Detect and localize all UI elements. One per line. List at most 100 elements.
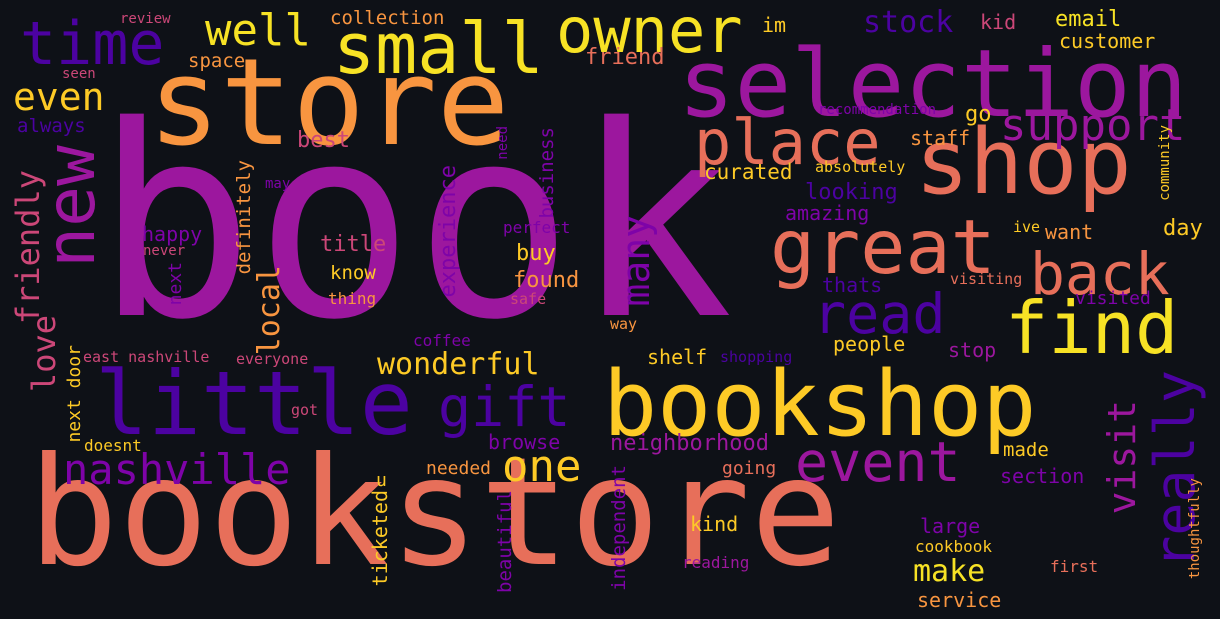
word-way: way bbox=[610, 315, 638, 333]
word-business: business bbox=[536, 127, 558, 219]
word-cookbook: cookbook bbox=[915, 537, 993, 556]
word-needed: needed bbox=[426, 458, 492, 479]
word-gift: gift bbox=[438, 375, 571, 439]
word-neighborhood: neighborhood bbox=[610, 431, 769, 456]
word-space: space bbox=[188, 50, 246, 72]
word-one: one bbox=[502, 441, 582, 492]
word-read: read bbox=[813, 282, 946, 346]
word-nashville: nashville bbox=[63, 445, 291, 494]
word-visit: visit bbox=[1100, 400, 1144, 515]
word-best: best bbox=[297, 128, 350, 153]
word-doesnt: doesnt bbox=[84, 436, 142, 455]
word-even: even bbox=[13, 75, 105, 119]
word-owner: owner bbox=[556, 0, 743, 67]
word-customer: customer bbox=[1059, 29, 1156, 53]
word-browse: browse bbox=[488, 430, 561, 454]
word-little: little bbox=[95, 352, 413, 455]
word-event: event bbox=[795, 430, 961, 494]
word-may: may bbox=[265, 176, 291, 192]
word-beautiful: beautiful bbox=[494, 490, 516, 593]
word-time: time bbox=[20, 9, 165, 79]
word-make: make bbox=[913, 554, 986, 589]
word-community: community bbox=[1157, 125, 1173, 201]
word-found: found bbox=[513, 268, 580, 293]
word-buy: buy bbox=[516, 241, 556, 266]
word-bookshop: bookshop bbox=[603, 352, 1037, 457]
word-review: review bbox=[120, 11, 171, 27]
word-next: next bbox=[165, 262, 186, 306]
word-visiting: visiting bbox=[950, 270, 1023, 288]
word-seen: seen bbox=[62, 66, 96, 82]
word-u: u bbox=[376, 470, 387, 491]
word-amazing: amazing bbox=[785, 201, 870, 225]
word-coffee: coffee bbox=[413, 331, 471, 350]
word-great: great bbox=[770, 203, 996, 291]
word-back: back bbox=[1030, 240, 1170, 308]
word-want: want bbox=[1045, 220, 1094, 244]
word-shop: shop bbox=[915, 110, 1132, 215]
word-people: people bbox=[833, 332, 906, 356]
word-friendly: friendly bbox=[9, 170, 47, 325]
word-happy: happy bbox=[142, 222, 203, 246]
word-service: service bbox=[917, 588, 1002, 612]
word-many: many bbox=[614, 215, 658, 307]
word-email: email bbox=[1055, 7, 1122, 32]
word-absolutely: absolutely bbox=[815, 158, 906, 176]
word-staff: staff bbox=[910, 126, 971, 150]
word-kid: kid bbox=[980, 10, 1017, 34]
word-large: large bbox=[920, 514, 981, 538]
word-place: place bbox=[694, 106, 881, 179]
word-collection: collection bbox=[330, 7, 445, 29]
word-know: know bbox=[330, 262, 376, 284]
word-wonderful: wonderful bbox=[377, 347, 540, 382]
word-thoughtfully: thoughtfully bbox=[1187, 478, 1203, 580]
word-reading: reading bbox=[682, 553, 750, 572]
word-ive: ive bbox=[1013, 218, 1041, 236]
word-bookstore: bookstore bbox=[28, 426, 841, 600]
word-east-nashville: east nashville bbox=[83, 348, 210, 366]
word-independent: independent bbox=[608, 465, 630, 591]
word-perfect: perfect bbox=[503, 218, 571, 237]
word-experience: experience bbox=[436, 165, 461, 298]
word-definitely: definitely bbox=[233, 160, 255, 275]
word-next-door: next door bbox=[64, 345, 85, 443]
word-love: love bbox=[25, 315, 63, 393]
word-got: got bbox=[291, 401, 319, 419]
word-friend: friend bbox=[585, 45, 665, 70]
word-small: small bbox=[333, 8, 544, 90]
word-safe: safe bbox=[510, 290, 547, 308]
word-local: local bbox=[252, 265, 287, 356]
word-stock: stock bbox=[863, 5, 954, 40]
word-store: store bbox=[148, 34, 510, 173]
word-looking: looking bbox=[805, 180, 898, 205]
word-find: find bbox=[1005, 286, 1179, 370]
word-day: day bbox=[1163, 216, 1203, 241]
word-first: first bbox=[1050, 557, 1099, 576]
word-kind: kind bbox=[690, 512, 739, 536]
word-always: always bbox=[17, 115, 86, 137]
word-book: book bbox=[95, 70, 734, 378]
word-title: title bbox=[320, 232, 387, 257]
word-need: need bbox=[495, 126, 511, 160]
word-stop: stop bbox=[948, 338, 997, 362]
word-going: going bbox=[722, 458, 777, 479]
word-ticketed: ticketed bbox=[368, 490, 392, 587]
word-well: well bbox=[205, 5, 311, 56]
word-made: made bbox=[1003, 439, 1049, 461]
word-go: go bbox=[965, 102, 992, 127]
word-im: im bbox=[762, 13, 787, 37]
word-section: section bbox=[1000, 464, 1085, 488]
word-curated: curated bbox=[704, 160, 793, 184]
word-shopping: shopping bbox=[720, 348, 793, 366]
word-visited: visited bbox=[1075, 288, 1151, 309]
word-support: support bbox=[1000, 100, 1186, 151]
word-selection: selection bbox=[678, 30, 1188, 139]
word-thing: thing bbox=[328, 289, 377, 308]
word-everyone: everyone bbox=[236, 350, 309, 368]
word-shelf: shelf bbox=[647, 345, 708, 369]
word-recommendation: recommendation bbox=[818, 102, 937, 118]
word-new: new bbox=[32, 145, 111, 268]
word-thats: thats bbox=[822, 273, 883, 297]
word-never: never bbox=[143, 243, 186, 259]
